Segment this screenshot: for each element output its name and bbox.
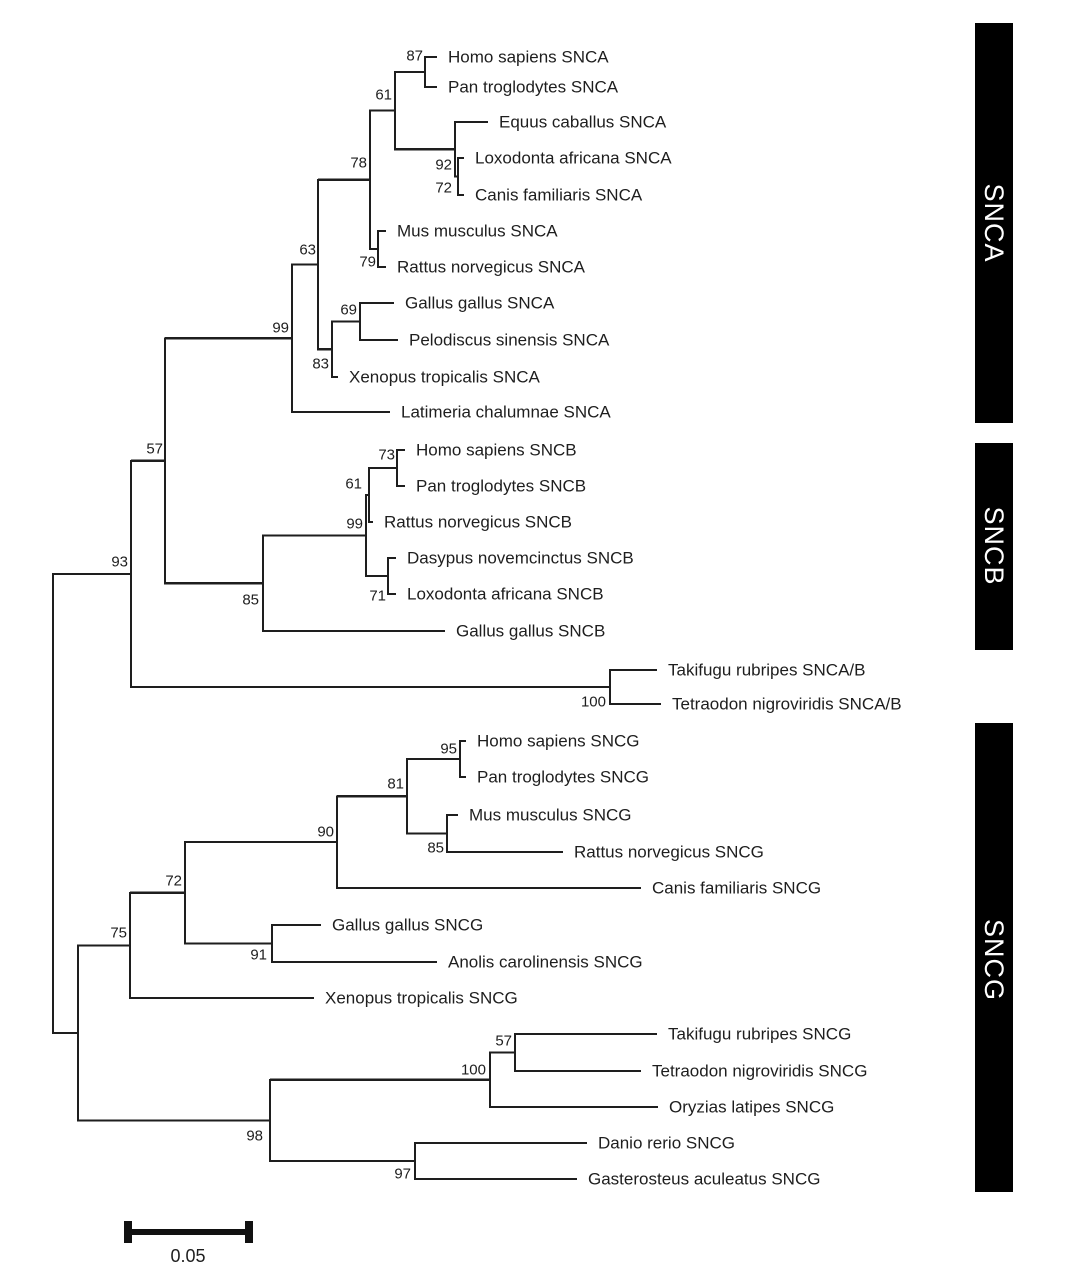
- taxon-label: Gallus gallus SNCB: [456, 622, 605, 641]
- bootstrap-value-label: 85: [427, 840, 444, 857]
- taxon-label: Xenopus tropicalis SNCG: [325, 989, 518, 1008]
- bootstrap-value-label: 61: [375, 87, 392, 104]
- clade-bar-label-sncb: SNCB: [979, 506, 1009, 585]
- bootstrap-value-label: 98: [246, 1128, 263, 1145]
- clade-bar-sncb: [975, 443, 1013, 650]
- taxon-label: Anolis carolinensis SNCG: [448, 953, 643, 972]
- bootstrap-value-label: 99: [272, 320, 289, 337]
- taxon-label: Tetraodon nigroviridis SNCA/B: [672, 695, 902, 714]
- taxon-label: Rattus norvegicus SNCB: [384, 513, 572, 532]
- taxon-label: Pelodiscus sinensis SNCA: [409, 331, 610, 350]
- bootstrap-value-label: 100: [461, 1062, 486, 1079]
- bootstrap-value-label: 78: [350, 155, 367, 172]
- scale-bar-right-cap: [245, 1221, 253, 1243]
- bootstrap-value-label: 72: [435, 180, 452, 197]
- taxon-label: Pan troglodytes SNCA: [448, 78, 619, 97]
- taxon-label: Takifugu rubripes SNCA/B: [668, 661, 865, 680]
- taxon-label: Mus musculus SNCA: [397, 222, 558, 241]
- bootstrap-value-label: 87: [406, 48, 423, 65]
- bootstrap-value-label: 93: [111, 554, 128, 571]
- taxon-label: Dasypus novemcinctus SNCB: [407, 549, 634, 568]
- clade-bars-layer: SNCA SNCB SNCG: [975, 23, 1013, 1192]
- bootstrap-value-label: 57: [495, 1033, 512, 1050]
- taxon-label: Loxodonta africana SNCB: [407, 585, 604, 604]
- clade-bar-label-snca: SNCA: [979, 183, 1009, 262]
- taxon-label: Canis familiaris SNCG: [652, 879, 821, 898]
- tree-layer: Homo sapiens SNCA Pan troglodytes SNCA 87 E…: [51, 48, 902, 1189]
- taxon-label: Takifugu rubripes SNCG: [668, 1025, 851, 1044]
- bootstrap-value-label: 61: [345, 476, 362, 493]
- scale-bar-group: 0.05: [124, 1221, 253, 1266]
- bootstrap-value-label: 91: [250, 947, 267, 964]
- taxon-label: Gasterosteus aculeatus SNCG: [588, 1170, 820, 1189]
- scale-bar-left-cap: [124, 1221, 132, 1243]
- bootstrap-value-label: 100: [581, 694, 606, 711]
- bootstrap-value-label: 69: [340, 302, 357, 319]
- bootstrap-value-label: 79: [359, 254, 376, 271]
- taxon-label: Rattus norvegicus SNCG: [574, 843, 764, 862]
- bootstrap-value-label: 90: [317, 824, 334, 841]
- taxon-label: Pan troglodytes SNCG: [477, 768, 649, 787]
- taxon-label: Danio rerio SNCG: [598, 1134, 735, 1153]
- bootstrap-value-label: 97: [394, 1166, 411, 1183]
- bootstrap-value-label: 73: [378, 447, 395, 464]
- taxon-label: Xenopus tropicalis SNCA: [349, 368, 541, 387]
- bootstrap-value-label: 95: [440, 741, 457, 758]
- bootstrap-value-label: 71: [369, 588, 386, 605]
- taxon-label: Oryzias latipes SNCG: [669, 1098, 834, 1117]
- scale-bar-line: [127, 1229, 250, 1235]
- bootstrap-value-label: 85: [242, 592, 259, 609]
- clade-bar-snca: [975, 23, 1013, 423]
- taxon-label: Tetraodon nigroviridis SNCG: [652, 1062, 867, 1081]
- bootstrap-value-label: 83: [312, 356, 329, 373]
- taxon-label: Canis familiaris SNCA: [475, 186, 643, 205]
- bootstrap-value-label: 99: [346, 516, 363, 533]
- clade-bar-sncg: [975, 723, 1013, 1192]
- taxon-label: Rattus norvegicus SNCA: [397, 258, 586, 277]
- taxon-label: Loxodonta africana SNCA: [475, 149, 672, 168]
- taxon-label: Mus musculus SNCG: [469, 806, 631, 825]
- bootstrap-value-label: 75: [110, 925, 127, 942]
- bootstrap-value-label: 72: [165, 873, 182, 890]
- bootstrap-value-label: 92: [435, 157, 452, 174]
- scale-bar-label: 0.05: [170, 1246, 205, 1266]
- taxon-label: Gallus gallus SNCG: [332, 916, 483, 935]
- bootstrap-value-label: 81: [387, 776, 404, 793]
- bootstrap-value-label: 63: [299, 242, 316, 259]
- bootstrap-value-label: 57: [146, 441, 163, 458]
- taxon-label: Latimeria chalumnae SNCA: [401, 403, 611, 422]
- taxon-label: Homo sapiens SNCB: [416, 441, 577, 460]
- taxon-label: Equus caballus SNCA: [499, 113, 667, 132]
- taxon-label: Homo sapiens SNCG: [477, 732, 640, 751]
- clade-bar-label-sncg: SNCG: [979, 919, 1009, 1001]
- taxon-label: Gallus gallus SNCA: [405, 294, 555, 313]
- taxon-label: Homo sapiens SNCA: [448, 48, 609, 67]
- taxon-label: Pan troglodytes SNCB: [416, 477, 586, 496]
